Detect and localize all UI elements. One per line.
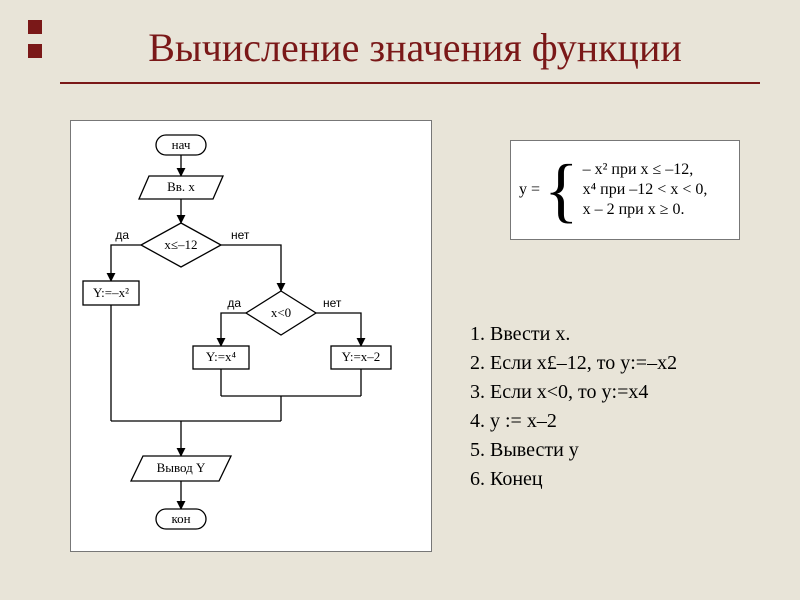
equation-line-1: – x² при x ≤ –12, [583,161,708,179]
equation-line-3: x – 2 при x ≥ 0. [583,201,708,219]
flowchart-svg: нач Вв. x x≤–12 да нет Y:=–x² x<0 да нет… [71,121,431,551]
node-end-label: кон [171,511,190,526]
node-input-label: Вв. x [167,179,195,194]
label-no-2: нет [323,296,342,310]
equation-brace: { [544,154,579,226]
node-assign1-label: Y:=–x² [93,285,129,300]
slide-bullet-1 [28,20,42,34]
step-6: 6. Конец [470,465,770,494]
step-5: 5. Вывести y [470,436,770,465]
step-3: 3. Если x<0, то y:=x4 [470,378,770,407]
equation-line-2: x⁴ при –12 < x < 0, [583,181,708,199]
slide-title: Вычисление значения функции [70,24,760,71]
flowchart-frame: нач Вв. x x≤–12 да нет Y:=–x² x<0 да нет… [70,120,432,552]
label-yes-2: да [227,296,241,310]
step-4: 4. y := x–2 [470,407,770,436]
node-assign3-label: Y:=x–2 [342,349,381,364]
node-output-label: Вывод Y [157,460,206,475]
slide-bullet-2 [28,44,42,58]
label-yes-1: да [115,228,129,242]
step-1: 1. Ввести x. [470,320,770,349]
node-assign2-label: Y:=x⁴ [206,349,237,364]
label-no-1: нет [231,228,250,242]
equation-cases: – x² при x ≤ –12, x⁴ при –12 < x < 0, x … [583,161,708,219]
node-decision1-label: x≤–12 [164,237,197,252]
algorithm-steps: 1. Ввести x. 2. Если x£–12, то y:=–x2 3.… [470,320,770,494]
step-2: 2. Если x£–12, то y:=–x2 [470,349,770,378]
equation-lhs: y = [519,181,540,199]
node-decision2-label: x<0 [271,305,291,320]
node-start-label: нач [172,137,191,152]
equation-frame: y = { – x² при x ≤ –12, x⁴ при –12 < x <… [510,140,740,240]
title-underline [60,82,760,84]
